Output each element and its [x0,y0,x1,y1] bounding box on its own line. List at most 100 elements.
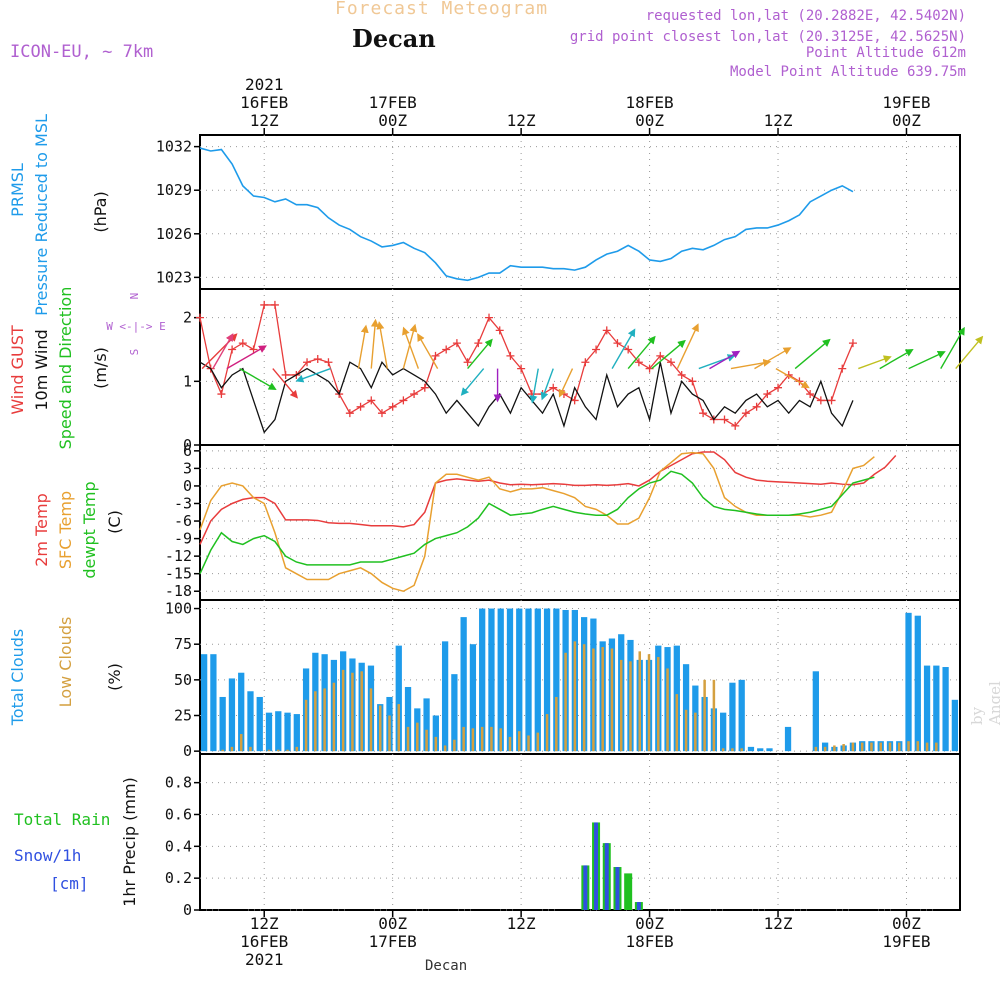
low-cloud-bar [907,741,910,752]
total-cloud-bar [951,699,958,752]
gust-marker [741,409,750,418]
low-cloud-bar [712,679,716,752]
snow-bar [636,902,641,910]
pressure-line [199,147,854,282]
y-tick-label: -18 [165,582,192,600]
wind-arrow [858,355,892,370]
wind-arrow [529,368,539,404]
wind-arrow [754,347,792,370]
wind-arrow [467,338,493,370]
x-tick-label-top: 16FEB [240,93,288,112]
wind-arrow [676,323,699,369]
panel-frame [199,134,961,290]
model-label: ICON-EU, ~ 7km [10,42,154,62]
total-clouds-label: Total Clouds [8,629,27,727]
low-cloud-bar [814,746,818,752]
low-cloud-bar [462,726,465,752]
low-cloud-bar [721,748,725,752]
gust-marker [848,339,857,348]
x-tick-label-top: 00Z [892,111,921,130]
y-tick-label: -9 [174,530,192,548]
x-tick-label-top: 00Z [378,111,407,130]
low-cloud-bar [545,714,549,752]
low-cloud-bar [453,739,456,752]
wind-arrow [627,335,656,370]
total-cloud-bar [460,617,467,752]
total-cloud-bar [395,645,402,752]
y-tick-label: 1029 [156,181,192,199]
low-clouds-label: Low Clouds [56,617,75,708]
rain-label: Total Rain [14,810,110,829]
total-cloud-bar [423,698,430,752]
x-tick-label-bottom: 00Z [635,914,664,933]
gust-marker [838,364,847,373]
wind-arrow [402,323,418,369]
total-cloud-bar [210,654,217,752]
clouds-unit: (%) [105,663,124,691]
y-tick-label: 100 [165,600,192,618]
gust-marker [463,358,472,367]
wind-arrow [709,350,741,370]
y-tick-label: -12 [165,547,192,565]
pressure-label-2: Pressure Reduced to MSL [32,114,51,316]
total-cloud-bar [265,712,273,752]
snow-unit-label: [cm] [50,874,89,893]
y-tick-label: 75 [174,635,192,653]
panel-frame [199,753,961,911]
point-altitude: Point Altitude 612m [805,45,966,61]
snow-bar [594,822,599,910]
total-cloud-bar [451,674,458,752]
gust-marker [452,339,461,348]
low-cloud-bar [860,742,864,752]
total-cloud-bar [812,671,819,752]
low-cloud-bar [499,728,502,752]
low-cloud-bar [277,749,280,752]
total-cloud-bar [784,726,792,752]
low-cloud-bar [647,654,651,752]
total-cloud-bar [942,667,949,752]
wind-unit: (m/s) [91,347,110,389]
low-cloud-bar [638,651,641,752]
direction-label: Speed and Direction [56,287,75,450]
low-cloud-bar [406,726,410,752]
gust-marker [506,351,515,360]
snow-label: Snow/1h [14,846,81,865]
low-cloud-bar [675,694,679,752]
temp-line-1 [199,451,875,593]
total-cloud-bar [923,665,931,752]
y-tick-label: 0 [183,742,192,760]
wind-arrow [376,321,389,369]
wind-arrow [295,367,331,383]
low-cloud-bar [480,726,484,752]
low-cloud-bar [518,731,521,752]
y-tick-label: 1023 [156,268,192,286]
total-cloud-bar [747,746,755,752]
x-tick-label-top: 12Z [507,111,536,130]
low-cloud-bar [666,668,669,752]
wind-arrow [940,326,965,369]
total-cloud-bar [525,608,532,752]
x-tick-label-bottom: 17FEB [369,932,417,951]
gust-marker [303,358,312,367]
wind-label: 10m Wind [32,329,51,410]
gust-marker [270,300,279,309]
gust-marker [324,358,333,367]
wind-arrow [460,368,485,396]
wind-arrow [226,345,267,370]
total-cloud-bar [247,691,254,752]
total-cloud-bar [284,712,291,752]
gust-marker [485,313,494,322]
total-cloud-bar [441,641,449,752]
gust-marker [217,390,226,399]
precip-unit: 1hr Precip (mm) [120,777,139,907]
low-cloud-bar [851,742,855,752]
low-cloud-bar [870,742,873,752]
low-cloud-bar [434,736,438,752]
gust-label: Wind GUST [8,325,27,415]
temp-unit: (C) [105,510,124,534]
y-tick-label: 0 [183,436,192,454]
x-tick-label-bottom: 2021 [245,950,284,969]
x-tick-label-bottom: 12Z [250,914,279,933]
gust-marker [345,409,354,418]
